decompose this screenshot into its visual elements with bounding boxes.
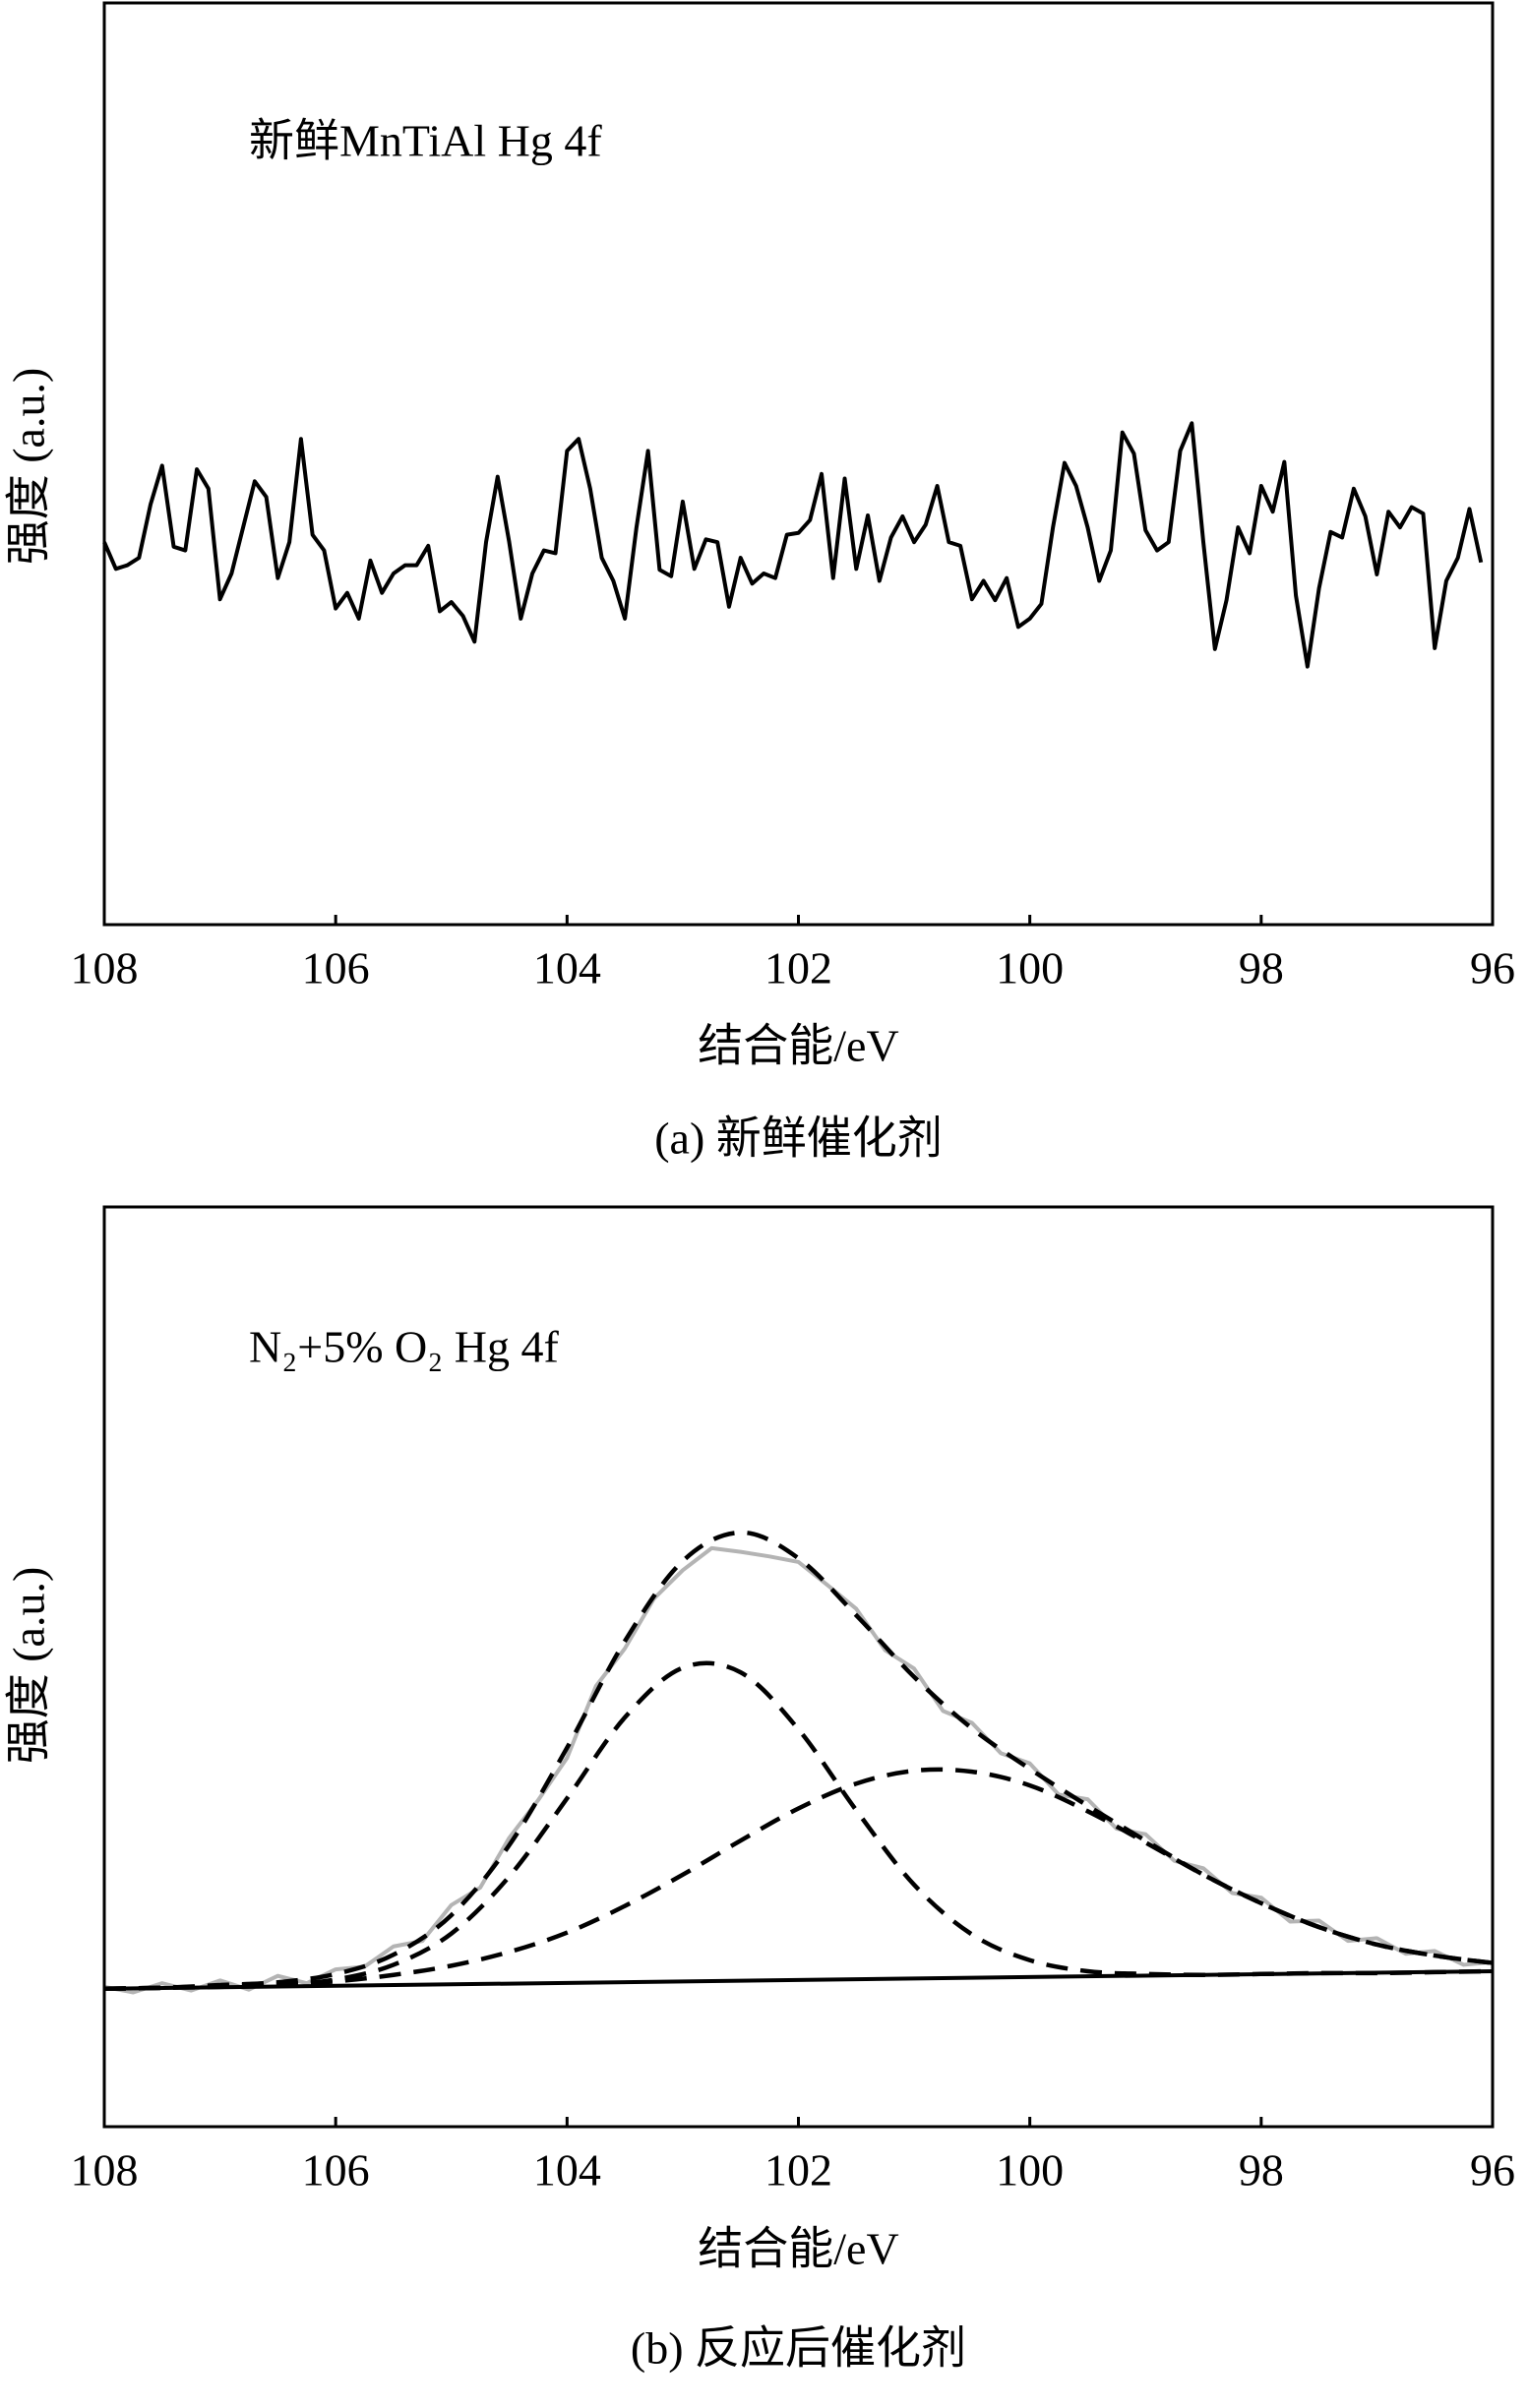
x-tick-label: 96 — [1470, 2145, 1515, 2196]
series-line — [102, 421, 1484, 669]
x-tick-label: 100 — [996, 2145, 1064, 2196]
x-tick-label: 106 — [302, 943, 370, 993]
x-tick-label: 104 — [533, 943, 601, 993]
x-tick-label: 98 — [1239, 2145, 1284, 2196]
x-tick-label: 108 — [71, 943, 139, 993]
y-axis-label: 强度 (a.u.) — [4, 1567, 54, 1765]
x-tick-label: 106 — [302, 2145, 370, 2196]
series-line — [103, 1530, 1494, 1991]
annotation: N₂+5% O₂ Hg 4f — [249, 1322, 559, 1372]
x-axis-label: 结合能/eV — [698, 1021, 898, 1071]
series-line — [103, 1767, 1494, 1991]
caption: (a) 新鲜催化剂 — [654, 1114, 943, 1164]
x-axis-label: 结合能/eV — [698, 2224, 898, 2274]
annotation: 新鲜MnTiAl Hg 4f — [249, 116, 602, 166]
x-tick-label: 102 — [764, 2145, 832, 2196]
y-axis-label: 强度 (a.u.) — [4, 368, 54, 566]
caption: (b) 反应后催化剂 — [631, 2323, 966, 2374]
x-tick-label: 100 — [996, 943, 1064, 993]
series-line — [103, 1545, 1494, 1995]
series-line — [103, 1660, 1494, 1991]
x-tick-label: 108 — [71, 2145, 139, 2196]
x-tick-label: 102 — [764, 943, 832, 993]
x-tick-label: 96 — [1470, 943, 1515, 993]
x-tick-label: 104 — [533, 2145, 601, 2196]
x-tick-label: 98 — [1239, 943, 1284, 993]
series-line — [103, 1968, 1494, 1991]
